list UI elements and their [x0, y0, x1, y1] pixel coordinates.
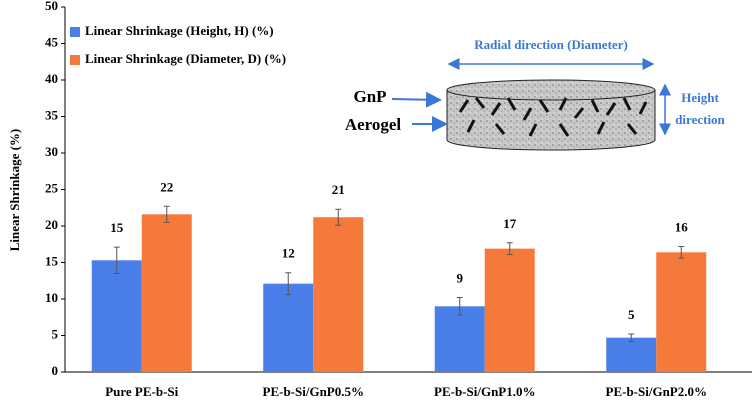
y-tick-label: 15 — [45, 253, 59, 268]
bar — [606, 337, 657, 372]
x-tick-label: Pure PE-b-Si — [105, 384, 178, 399]
legend-label: Linear Shrinkage (Diameter, D) (%) — [85, 51, 286, 66]
bar — [91, 260, 142, 372]
error-bar — [335, 208, 342, 226]
error-bar — [456, 297, 463, 316]
x-tick-label: PE-b-Si/GnP1.0% — [434, 384, 536, 399]
radial-label: Radial direction (Diameter) — [474, 37, 628, 52]
y-axis-title: Linear Shrinkage (%) — [7, 129, 22, 252]
legend-label: Linear Shrinkage (Height, H) (%) — [85, 23, 274, 38]
value-label: 9 — [457, 271, 464, 286]
bar — [141, 214, 192, 372]
y-tick-label: 50 — [45, 0, 58, 13]
value-label: 5 — [628, 307, 635, 322]
x-tick-label: PE-b-Si/GnP2.0% — [606, 384, 708, 399]
height-label: Height — [681, 90, 719, 105]
error-bar — [163, 205, 170, 223]
inset-diagram — [391, 58, 671, 151]
bar — [434, 306, 485, 372]
error-bar — [506, 242, 513, 255]
legend-swatch — [70, 27, 80, 37]
bar — [484, 248, 535, 372]
error-bar — [678, 245, 685, 259]
value-label: 16 — [675, 219, 689, 234]
value-label: 22 — [160, 179, 173, 194]
value-label: 15 — [110, 220, 124, 235]
value-label: 12 — [282, 246, 295, 261]
value-label: 17 — [503, 216, 517, 231]
value-label: 21 — [332, 182, 345, 197]
y-tick-label: 20 — [45, 217, 58, 232]
y-tick-label: 35 — [45, 107, 59, 122]
y-tick-label: 10 — [45, 290, 58, 305]
error-bar — [628, 333, 635, 342]
bar — [313, 217, 364, 372]
error-bar — [285, 272, 292, 296]
height-label: direction — [675, 112, 725, 127]
error-bar — [113, 246, 120, 274]
y-tick-label: 40 — [45, 71, 58, 86]
bar — [656, 252, 707, 372]
aerogel-label: Aerogel — [345, 115, 402, 134]
y-tick-label: 5 — [52, 326, 59, 341]
y-tick-label: 0 — [52, 363, 59, 378]
y-tick-label: 45 — [45, 34, 59, 49]
gnp-label: GnP — [353, 87, 386, 106]
legend-swatch — [70, 55, 80, 65]
y-tick-label: 30 — [45, 144, 58, 159]
y-tick-label: 25 — [45, 180, 59, 195]
x-tick-label: PE-b-Si/GnP0.5% — [263, 384, 365, 399]
bar — [263, 283, 314, 372]
